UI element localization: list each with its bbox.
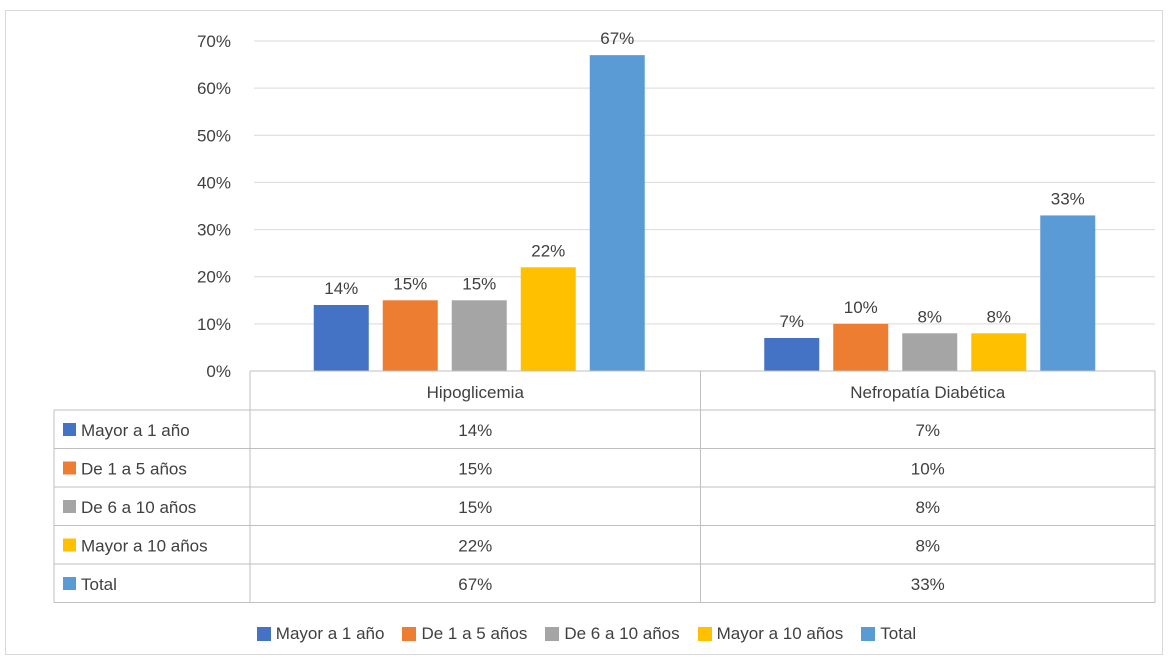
legend-swatch: [545, 627, 559, 641]
category-label: Hipoglicemia: [427, 383, 525, 402]
legend: Mayor a 1 año De 1 a 5 años De 6 a 10 años…: [0, 622, 1173, 646]
y-tick-label: 10%: [197, 315, 231, 334]
legend-item: Mayor a 1 año: [257, 624, 385, 644]
legend-label: Mayor a 10 años: [717, 624, 844, 644]
table-cell: 14%: [458, 421, 492, 440]
data-label: 67%: [600, 29, 634, 48]
table-series-label: De 1 a 5 años: [81, 460, 187, 479]
table-cell: 15%: [458, 460, 492, 479]
table-cell: 67%: [458, 575, 492, 594]
legend-label: De 6 a 10 años: [564, 624, 679, 644]
bar: [383, 300, 438, 371]
bar: [590, 55, 645, 371]
data-label: 15%: [393, 274, 427, 293]
data-label: 8%: [986, 307, 1011, 326]
bar: [452, 300, 507, 371]
data-label: 7%: [779, 312, 804, 331]
table-cell: 8%: [915, 537, 940, 556]
y-tick-label: 70%: [197, 32, 231, 51]
category-label: Nefropatía Diabética: [850, 383, 1006, 402]
table-cell: 8%: [915, 498, 940, 517]
legend-item: Mayor a 10 años: [698, 624, 844, 644]
table-cell: 7%: [915, 421, 940, 440]
bar: [764, 338, 819, 371]
bar: [833, 324, 888, 371]
data-label: 33%: [1051, 189, 1085, 208]
bar: [521, 267, 576, 371]
table-legend-swatch: [63, 462, 76, 475]
table-cell: 15%: [458, 498, 492, 517]
y-tick-label: 0%: [206, 362, 231, 381]
bar: [971, 333, 1026, 371]
data-label: 14%: [324, 279, 358, 298]
y-tick-label: 40%: [197, 173, 231, 192]
table-legend-swatch: [63, 500, 76, 513]
table-series-label: Mayor a 10 años: [81, 537, 208, 556]
legend-item: Total: [861, 624, 916, 644]
legend-item: De 1 a 5 años: [402, 624, 527, 644]
y-tick-label: 60%: [197, 79, 231, 98]
legend-swatch: [402, 627, 416, 641]
table-cell: 33%: [911, 575, 945, 594]
table-cell: 22%: [458, 537, 492, 556]
legend-item: De 6 a 10 años: [545, 624, 679, 644]
table-series-label: Total: [81, 575, 117, 594]
data-label: 15%: [462, 274, 496, 293]
y-tick-label: 30%: [197, 221, 231, 240]
data-label: 8%: [917, 307, 942, 326]
y-tick-label: 20%: [197, 268, 231, 287]
y-tick-label: 50%: [197, 126, 231, 145]
table-legend-swatch: [63, 577, 76, 590]
legend-label: De 1 a 5 años: [421, 624, 527, 644]
legend-swatch: [257, 627, 271, 641]
table-legend-swatch: [63, 423, 76, 436]
data-label: 22%: [531, 241, 565, 260]
data-label: 10%: [844, 298, 878, 317]
legend-label: Mayor a 1 año: [276, 624, 385, 644]
legend-swatch: [861, 627, 875, 641]
table-series-label: De 6 a 10 años: [81, 498, 196, 517]
legend-label: Total: [880, 624, 916, 644]
bar: [314, 305, 369, 371]
legend-swatch: [698, 627, 712, 641]
table-cell: 10%: [911, 460, 945, 479]
table-series-label: Mayor a 1 año: [81, 421, 190, 440]
bar: [902, 333, 957, 371]
table-legend-swatch: [63, 539, 76, 552]
bar: [1040, 215, 1095, 371]
